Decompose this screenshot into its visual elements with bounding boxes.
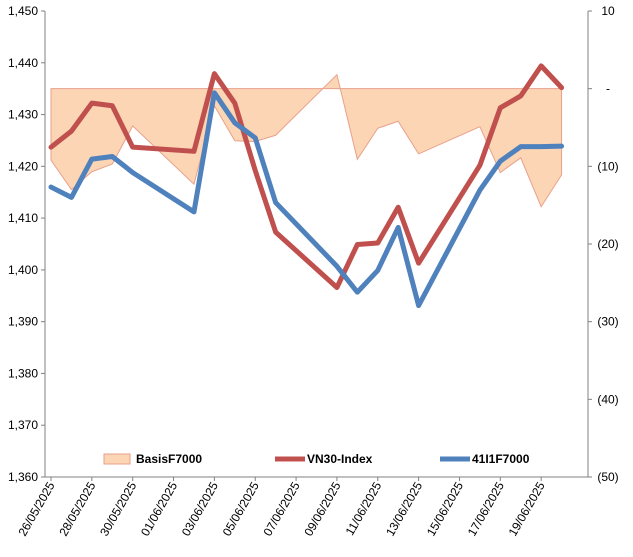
left-tick-label: 1,420	[8, 159, 38, 173]
left-tick-label: 1,430	[8, 108, 38, 122]
legend-label-2: 41I1F7000	[472, 452, 530, 466]
left-tick-label: 1,440	[8, 56, 38, 70]
left-tick-label: 1,380	[8, 366, 38, 380]
right-tick-label: (40)	[597, 392, 618, 406]
x-tick-label: 30/05/2025	[97, 479, 139, 538]
legend-label-0: BasisF7000	[136, 452, 202, 466]
right-tick-label: 10	[601, 4, 615, 18]
line-series-1	[48, 63, 565, 290]
x-tick-label: 26/05/2025	[15, 479, 57, 538]
right-tick-label: (20)	[597, 237, 618, 251]
right-tick-label: (50)	[597, 470, 618, 484]
right-tick-label: -	[606, 82, 610, 96]
left-tick-label: 1,370	[8, 418, 38, 432]
left-tick-label: 1,360	[8, 470, 38, 484]
area-layer	[50, 73, 563, 208]
left-tick-label: 1,410	[8, 211, 38, 225]
right-tick-label: (10)	[597, 159, 618, 173]
left-tick-label: 1,400	[8, 263, 38, 277]
x-tick-label: 11/06/2025	[343, 479, 385, 538]
plot-area	[45, 11, 588, 477]
line-layer	[48, 63, 565, 309]
x-tick-label: 05/06/2025	[220, 479, 262, 538]
x-tick-label: 09/06/2025	[301, 479, 343, 538]
x-tick-label: 28/05/2025	[56, 479, 98, 538]
legend: BasisF7000 VN30-Index 41I1F7000	[103, 452, 530, 466]
x-tick-label: 07/06/2025	[261, 479, 303, 538]
x-tick-label: 01/06/2025	[138, 479, 180, 538]
x-tick-label: 17/06/2025	[465, 479, 507, 538]
left-tick-label: 1,390	[8, 315, 38, 329]
area-series-0	[50, 73, 563, 208]
legend-label-1: VN30-Index	[307, 452, 373, 466]
line-series-2	[48, 90, 565, 309]
x-tick-label: 19/06/2025	[506, 479, 548, 538]
left-tick-label: 1,450	[8, 4, 38, 18]
x-tick-label: 15/06/2025	[424, 479, 466, 538]
legend-swatch-0	[103, 453, 131, 465]
x-tick-label: 13/06/2025	[383, 479, 425, 538]
right-tick-label: (30)	[597, 315, 618, 329]
x-tick-label: 03/06/2025	[179, 479, 221, 538]
